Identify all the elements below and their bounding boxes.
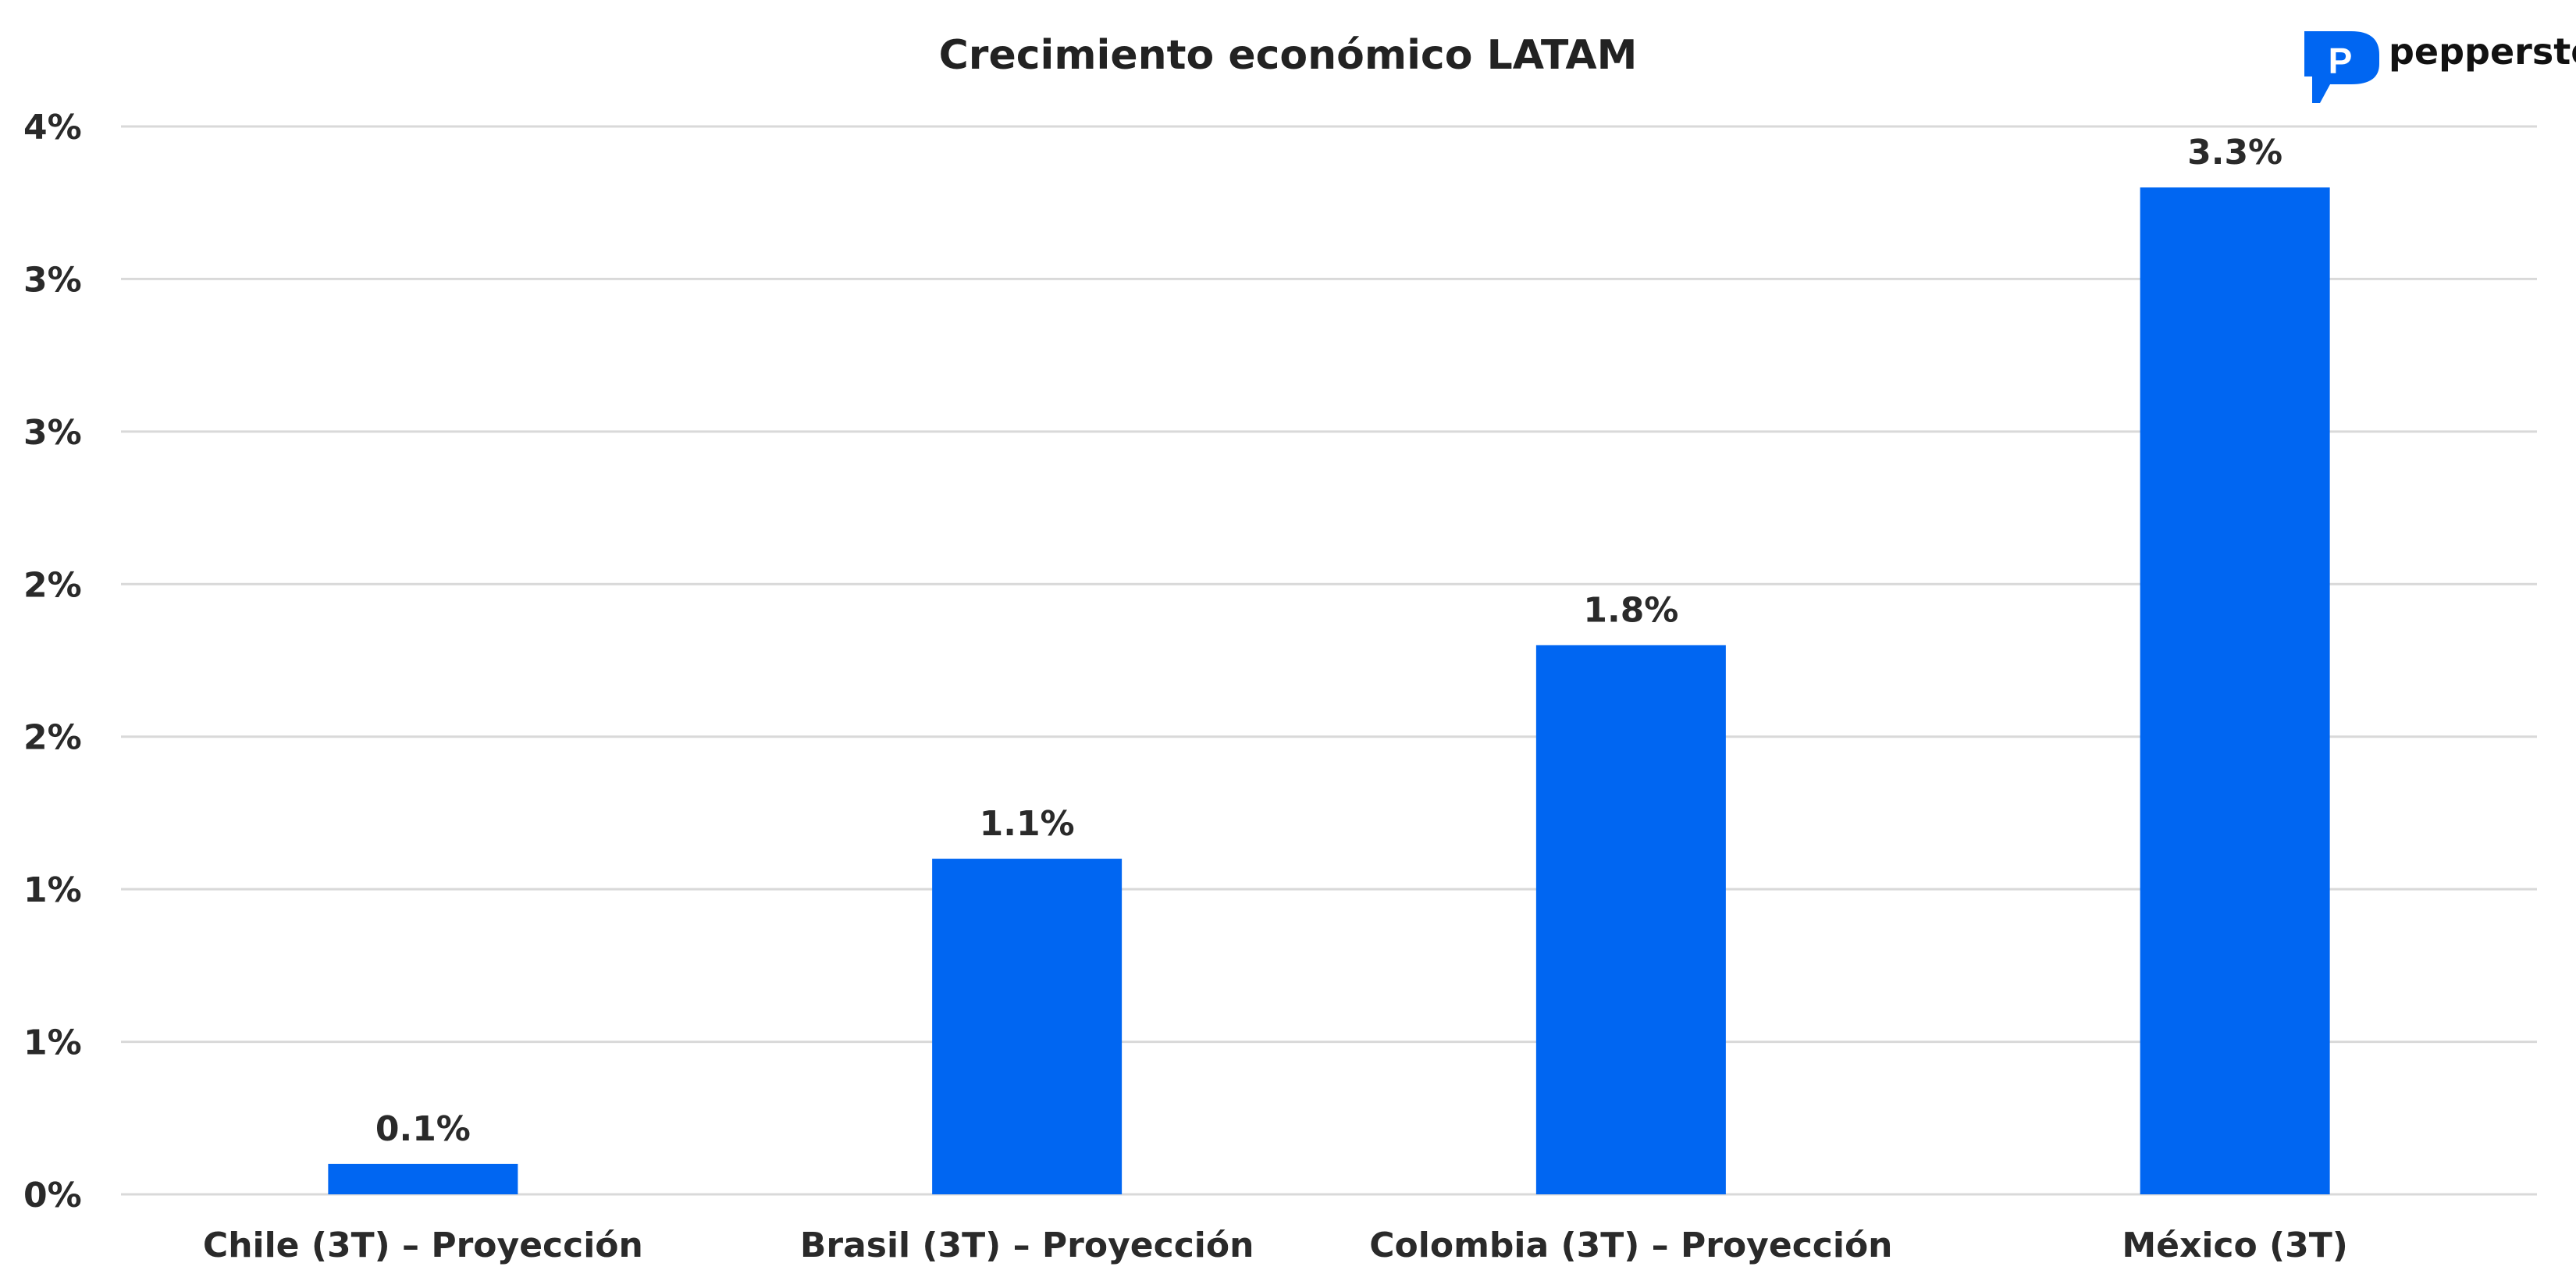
gridlines (121, 125, 2537, 1196)
bar (328, 1163, 518, 1194)
x-category-label: México (3T) (2122, 1226, 2348, 1265)
chart-title: Crecimiento económico LATAM (939, 32, 1638, 79)
data-labels: 0.1% 1.1% 1.8% 3.3% (375, 133, 2282, 1149)
y-tick-label: 2% (23, 565, 82, 605)
y-tick-label: 1% (23, 1023, 82, 1063)
y-axis-ticks: 0% 1% 1% 2% 2% 3% 3% 4% (23, 108, 82, 1215)
bar-value-label: 1.1% (980, 804, 1075, 844)
brand-logo: P pepperstone (2304, 30, 2576, 103)
bars (328, 187, 2330, 1195)
x-category-label: Brasil (3T) – Proyección (800, 1226, 1254, 1265)
x-category-label: Chile (3T) – Proyección (203, 1226, 643, 1265)
bar-value-label: 3.3% (2187, 133, 2282, 173)
bar-value-label: 0.1% (375, 1109, 471, 1149)
bar (932, 859, 1123, 1194)
bar-value-label: 1.8% (1583, 590, 1678, 630)
bar (1535, 645, 1726, 1194)
y-tick-label: 1% (23, 870, 82, 910)
bar (2140, 187, 2330, 1195)
y-tick-label: 0% (23, 1176, 82, 1215)
y-tick-label: 2% (23, 718, 82, 758)
y-tick-label: 3% (23, 413, 82, 453)
x-category-label: Colombia (3T) – Proyección (1369, 1226, 1892, 1265)
y-tick-label: 4% (23, 108, 82, 148)
pepperstone-p-logo-icon: P (2304, 31, 2379, 103)
svg-text:P: P (2329, 41, 2353, 81)
y-tick-label: 3% (23, 260, 82, 300)
x-axis-labels: Chile (3T) – Proyección Brasil (3T) – Pro… (203, 1226, 2348, 1265)
brand-name: pepperstone (2389, 30, 2576, 73)
